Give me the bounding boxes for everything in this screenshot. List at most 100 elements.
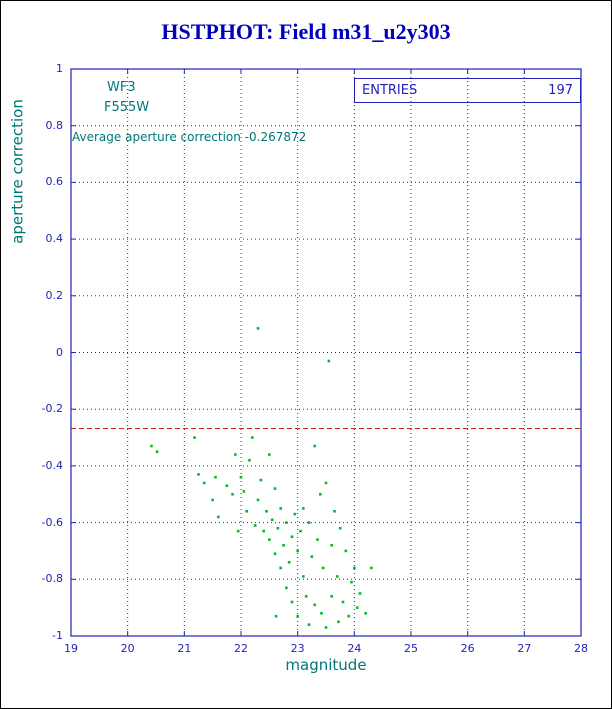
data-point <box>341 600 345 604</box>
data-point <box>353 566 356 570</box>
data-point <box>355 606 359 609</box>
data-point <box>239 475 243 479</box>
data-point <box>320 612 323 615</box>
data-point <box>236 529 240 533</box>
data-point <box>344 549 348 553</box>
entries-value: 197 <box>548 83 573 98</box>
data-point <box>242 490 246 493</box>
data-point <box>321 566 325 570</box>
data-point <box>338 526 342 530</box>
y-tick-label: 0.4 <box>45 232 64 246</box>
data-point <box>285 586 288 590</box>
data-point <box>193 436 196 439</box>
data-point <box>307 521 311 524</box>
data-point <box>285 521 288 524</box>
data-point <box>279 566 282 570</box>
data-point <box>256 327 260 330</box>
data-point <box>327 359 331 363</box>
data-point <box>273 487 277 490</box>
data-point <box>268 453 271 456</box>
x-tick-label: 21 <box>177 642 192 655</box>
data-point <box>282 543 285 547</box>
data-point <box>274 614 278 618</box>
data-point <box>217 515 220 519</box>
x-tick-label: 25 <box>404 642 418 655</box>
data-point <box>310 555 314 558</box>
y-tick-label: -0.8 <box>41 572 63 586</box>
entries-label: ENTRIES <box>362 83 418 98</box>
data-point <box>273 552 277 556</box>
data-point <box>299 529 302 533</box>
data-point <box>307 623 311 626</box>
y-tick-label: 0.6 <box>45 175 64 189</box>
y-tick-label: 0 <box>56 345 63 359</box>
data-point <box>296 614 299 618</box>
page-title: HSTPHOT: Field m31_u2y303 <box>161 19 451 44</box>
x-tick-label: 26 <box>460 642 475 655</box>
x-tick-label: 19 <box>64 642 78 655</box>
data-point <box>350 580 353 584</box>
data-point <box>225 484 229 488</box>
data-point <box>202 481 206 485</box>
data-point <box>302 575 305 578</box>
data-point <box>251 436 254 439</box>
data-point <box>259 478 263 482</box>
x-tick-label: 24 <box>347 642 362 655</box>
data-point <box>231 492 234 496</box>
data-point <box>330 543 333 547</box>
data-point <box>256 498 260 502</box>
data-point <box>211 498 214 502</box>
data-point <box>287 560 291 564</box>
data-point <box>197 473 200 476</box>
y-tick-label: -1 <box>52 629 63 642</box>
data-point <box>155 450 159 454</box>
data-point <box>364 612 367 615</box>
data-point <box>316 538 319 541</box>
average-correction-text: Average aperture correction -0.267872 <box>72 130 307 144</box>
data-point <box>150 444 153 448</box>
y-axis-label: aperture correction <box>8 99 27 244</box>
data-point <box>324 626 328 629</box>
data-point <box>319 492 322 496</box>
y-tick-label: 1 <box>56 62 63 75</box>
y-tick-label: 0.8 <box>45 118 64 132</box>
data-point <box>279 507 282 510</box>
data-point <box>333 509 336 513</box>
x-tick-label: 22 <box>234 642 248 655</box>
data-point <box>265 509 268 513</box>
x-tick-label: 27 <box>517 642 532 655</box>
data-point <box>347 614 350 618</box>
data-point <box>290 600 294 604</box>
data-point <box>293 512 297 516</box>
data-point <box>248 458 251 462</box>
data-point <box>276 526 280 530</box>
data-point <box>270 518 274 522</box>
data-point <box>268 538 271 541</box>
entries-stat-box: ENTRIES 197 <box>354 78 581 103</box>
data-point <box>262 529 265 533</box>
data-point <box>290 535 294 539</box>
camera-label: WF3 <box>107 80 136 95</box>
data-point <box>214 475 217 479</box>
data-point <box>234 453 237 456</box>
filter-label: F555W <box>104 100 150 115</box>
data-point <box>304 595 308 598</box>
x-tick-label: 23 <box>290 642 305 655</box>
y-tick-label: -0.2 <box>41 402 63 416</box>
data-point <box>302 507 305 510</box>
data-point <box>337 620 340 624</box>
data-point <box>370 566 373 570</box>
data-point <box>336 575 339 578</box>
data-point <box>358 592 362 595</box>
data-point <box>313 603 316 607</box>
data-point <box>296 549 299 553</box>
x-axis-label: magnitude <box>285 656 367 674</box>
x-tick-label: 28 <box>574 642 588 655</box>
data-point <box>253 524 257 527</box>
data-point <box>330 595 333 598</box>
data-point <box>324 481 328 485</box>
y-tick-label: -0.4 <box>41 458 63 472</box>
data-point <box>313 444 316 448</box>
